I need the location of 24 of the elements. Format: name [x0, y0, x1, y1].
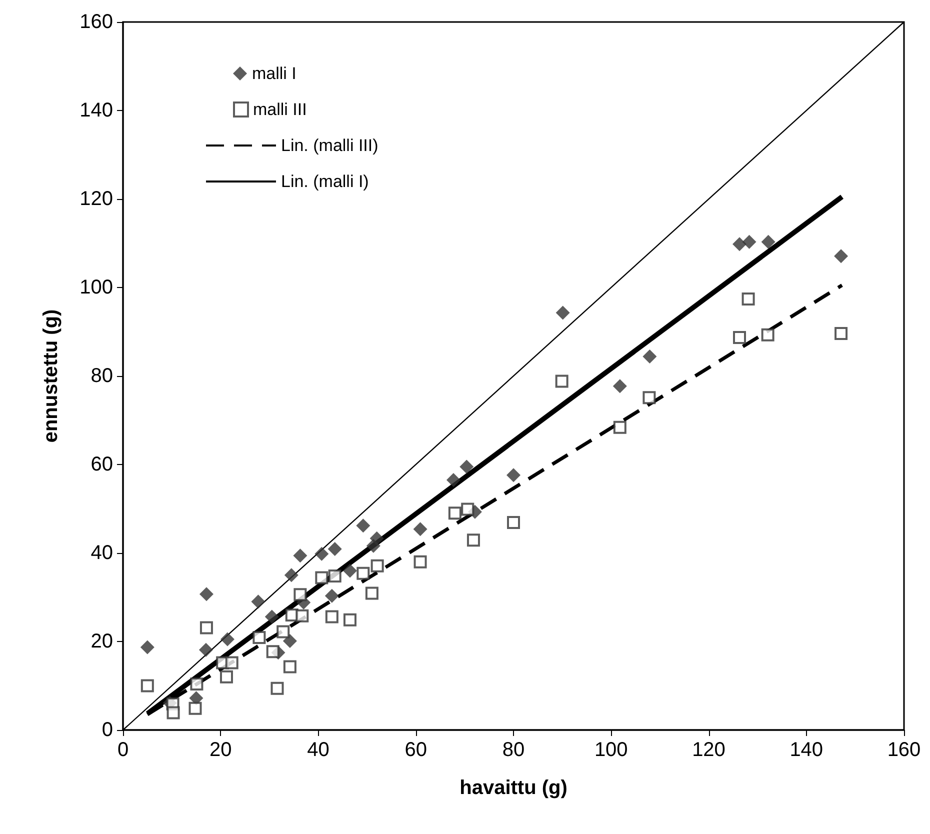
- x-axis-title: havaittu (g): [460, 777, 568, 799]
- y-tick-label: 140: [80, 100, 113, 122]
- y-axis-title: ennustettu (g): [40, 309, 62, 443]
- x-tick-label: 20: [210, 739, 232, 761]
- legend-label: malli I: [252, 64, 296, 83]
- y-tick-label: 60: [90, 454, 113, 476]
- y-tick-label: 20: [90, 630, 113, 652]
- y-tick-label: 0: [102, 719, 113, 741]
- x-tick-label: 60: [404, 739, 427, 761]
- x-tick-label: 120: [692, 739, 726, 761]
- x-tick-label: 160: [887, 739, 921, 761]
- x-tick-label: 100: [594, 739, 628, 761]
- x-tick-label: 0: [117, 739, 129, 761]
- y-tick-label: 160: [80, 11, 113, 33]
- y-tick-label: 80: [90, 365, 113, 387]
- x-tick-label: 140: [790, 739, 824, 761]
- legend-label: Lin. (malli I): [281, 172, 369, 191]
- y-tick-label: 120: [80, 188, 113, 210]
- legend-label: malli III: [253, 100, 307, 119]
- legend-label: Lin. (malli III): [281, 136, 378, 155]
- y-tick-label: 100: [80, 276, 113, 298]
- x-tick-label: 40: [307, 739, 330, 761]
- y-tick-label: 40: [90, 542, 113, 564]
- x-tick-label: 80: [502, 739, 525, 761]
